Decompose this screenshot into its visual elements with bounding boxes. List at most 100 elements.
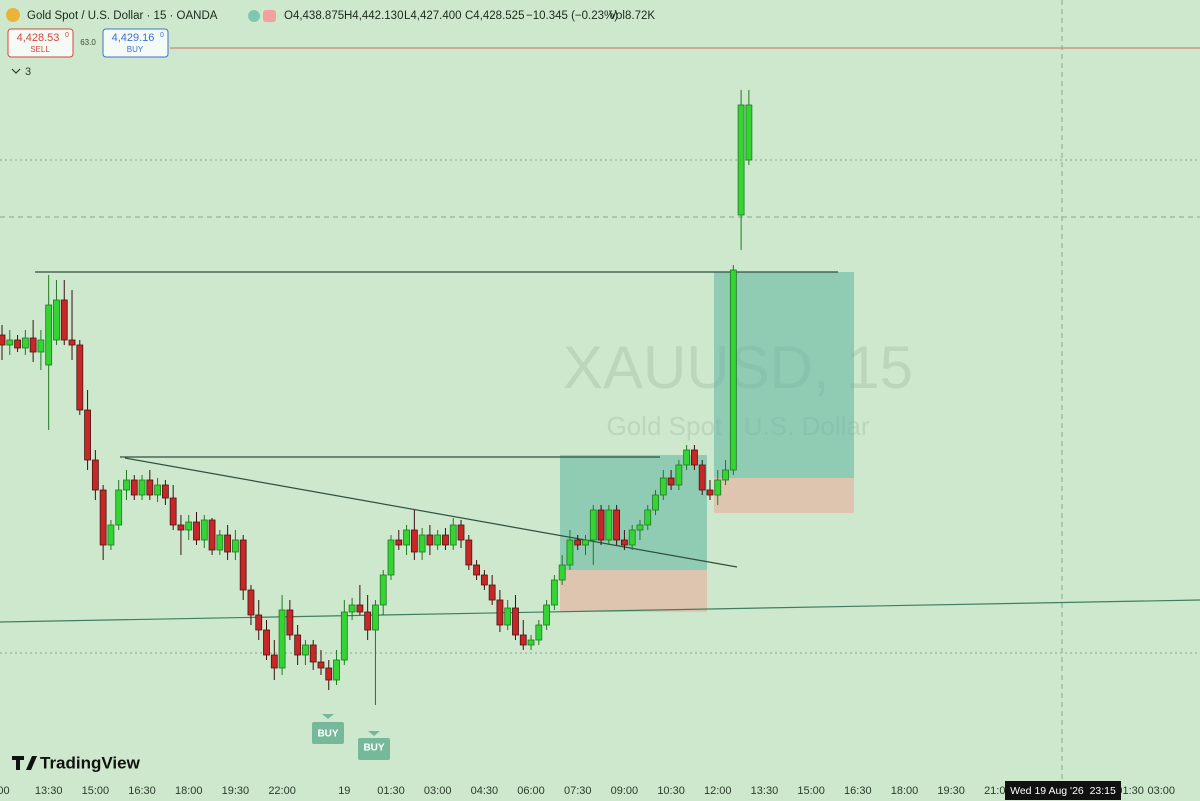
candle-body	[255, 614, 263, 631]
sell-box[interactable]	[7, 28, 74, 58]
candle-body	[146, 479, 154, 496]
candle-body	[91, 459, 99, 491]
candle-body	[582, 539, 589, 546]
candle-body	[6, 339, 14, 346]
collapse-icon[interactable]	[11, 68, 21, 74]
candle-body	[480, 574, 488, 586]
candle-body	[683, 449, 691, 466]
x-tick-label: 10:30	[657, 785, 685, 797]
candle-body	[309, 644, 317, 663]
candle-body	[231, 539, 239, 553]
signal-arrow	[322, 714, 334, 719]
candle-body	[161, 484, 169, 499]
candle-body	[605, 509, 613, 541]
candle-body	[504, 607, 512, 626]
candle-body	[14, 339, 21, 349]
x-tick-label: 18:00	[175, 785, 203, 797]
sell-button[interactable]: 4,428.53 0 SELL	[7, 28, 74, 58]
stop-zone	[714, 478, 854, 513]
candle-body	[302, 644, 309, 656]
candle-body	[325, 667, 333, 681]
candle-body	[340, 611, 348, 661]
candle-body	[527, 639, 535, 646]
candle-body	[239, 539, 247, 591]
candle-body	[659, 477, 667, 496]
symbol: Gold Spot / U.S. Dollar · 15 · OANDA	[27, 10, 218, 22]
status-icon	[263, 10, 276, 22]
candle-body	[364, 611, 372, 631]
x-axis-band	[0, 780, 1200, 801]
candle-body	[496, 599, 504, 626]
target-zone	[714, 272, 854, 478]
candle-body	[675, 464, 683, 486]
candle-body	[403, 529, 410, 546]
candle-body	[395, 539, 403, 546]
candle-body	[722, 469, 729, 481]
candle-body	[115, 489, 123, 526]
x-tick-label: 15:00	[82, 785, 110, 797]
status-icon	[248, 10, 260, 22]
candle-body	[379, 574, 387, 606]
candle-body	[691, 449, 698, 466]
x-tick-label: 06:00	[517, 785, 545, 797]
candle-body	[418, 534, 426, 553]
ohlc-open: O4,438.875	[284, 10, 344, 22]
spread: 63.0	[80, 38, 96, 47]
indicators-count[interactable]: 3	[25, 66, 31, 78]
candle-body	[138, 479, 146, 496]
candle-body	[589, 509, 597, 541]
sell-price-sup[interactable]: 0	[65, 32, 69, 39]
sell-label[interactable]: SELL	[30, 45, 50, 54]
candle-body	[465, 539, 473, 566]
candle-body	[263, 629, 270, 656]
candle-body	[372, 604, 379, 631]
candle-body	[706, 489, 714, 496]
candle-body	[216, 534, 224, 551]
candle-body	[317, 661, 325, 669]
x-tick-label: 22:00	[268, 785, 296, 797]
candle-body	[621, 539, 628, 546]
sell-price[interactable]: 4,428.53	[17, 32, 60, 44]
x-tick-label: 03:00	[1147, 785, 1175, 797]
candle-body	[644, 509, 652, 526]
candle-body	[434, 534, 442, 546]
buy-price[interactable]: 4,429.16	[112, 32, 155, 44]
buy-box[interactable]	[102, 28, 169, 58]
ohlc-high: H4,442.130	[344, 10, 403, 22]
candle-body	[519, 634, 527, 646]
candle-body	[185, 521, 193, 531]
change: −10.345 (−0.23%)	[526, 10, 618, 22]
candle-body	[154, 484, 162, 496]
x-tick-label: 19	[338, 785, 350, 797]
candle-body	[278, 609, 286, 669]
x-tick-label: 19:30	[937, 785, 965, 797]
volume: Vol8.72K	[609, 10, 655, 22]
buy-button[interactable]: 4,429.16 0 BUY	[102, 28, 169, 58]
buy-label[interactable]: BUY	[127, 45, 144, 54]
candle-body	[558, 564, 566, 581]
logo: TradingView	[40, 753, 141, 772]
x-tick-label: 16:30	[844, 785, 872, 797]
signal-badge	[358, 738, 390, 760]
x-tick-label: 09:00	[611, 785, 639, 797]
ohlc-low: L4,427.400	[404, 10, 462, 22]
candle-body	[200, 519, 208, 541]
candle-body	[68, 339, 76, 346]
candle-body	[169, 497, 177, 526]
candle-body	[449, 524, 457, 546]
x-tick-label: 15:00	[797, 785, 825, 797]
buy-price-sup[interactable]: 0	[160, 32, 164, 39]
logo-mark	[12, 756, 37, 770]
candle-body	[457, 524, 465, 541]
candle-body	[636, 524, 644, 531]
candle-body	[628, 529, 636, 546]
candle-body	[177, 524, 185, 531]
candle-body	[512, 607, 519, 636]
candle-body	[410, 529, 418, 553]
candle-body	[286, 609, 294, 636]
candle-body	[356, 604, 364, 613]
candle-body	[0, 334, 6, 346]
candle-body	[535, 624, 543, 641]
